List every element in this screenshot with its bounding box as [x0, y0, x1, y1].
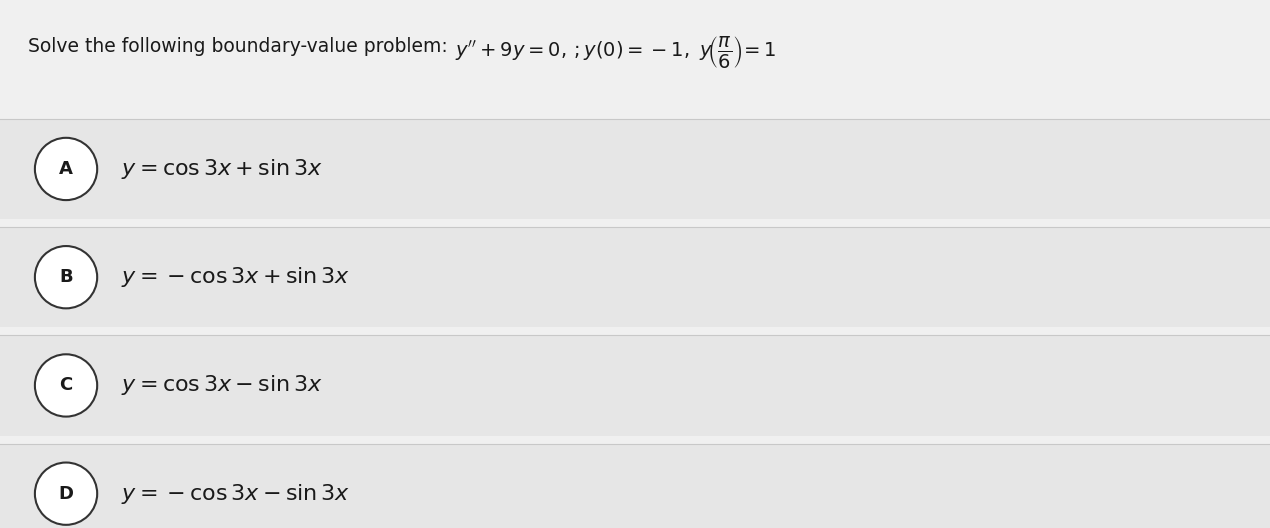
Ellipse shape [34, 246, 98, 308]
Ellipse shape [34, 354, 98, 417]
Text: $y=\cos 3x-\sin 3x$: $y=\cos 3x-\sin 3x$ [121, 373, 323, 398]
Text: $y=\cos 3x+\sin 3x$: $y=\cos 3x+\sin 3x$ [121, 157, 323, 181]
Text: D: D [58, 485, 74, 503]
Text: C: C [60, 376, 72, 394]
Text: A: A [60, 160, 72, 178]
Text: $y=-\cos 3x-\sin 3x$: $y=-\cos 3x-\sin 3x$ [121, 482, 349, 506]
FancyBboxPatch shape [0, 227, 1270, 327]
Text: $y'' +9y=0,\,;y(0)= -1,\ y\!\left(\dfrac{\pi}{6}\right)\!=1$: $y'' +9y=0,\,;y(0)= -1,\ y\!\left(\dfrac… [455, 34, 776, 70]
Text: B: B [60, 268, 72, 286]
Text: $y=-\cos 3x+\sin 3x$: $y=-\cos 3x+\sin 3x$ [121, 265, 349, 289]
FancyBboxPatch shape [0, 335, 1270, 436]
FancyBboxPatch shape [0, 444, 1270, 528]
Ellipse shape [34, 463, 98, 525]
Text: Solve the following boundary-value problem:: Solve the following boundary-value probl… [28, 37, 453, 56]
Ellipse shape [34, 138, 98, 200]
FancyBboxPatch shape [0, 119, 1270, 219]
